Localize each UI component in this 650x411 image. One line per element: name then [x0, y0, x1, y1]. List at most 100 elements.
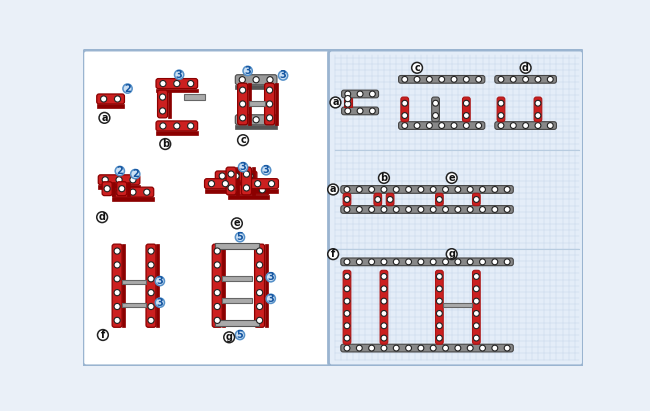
Bar: [122, 244, 125, 327]
Circle shape: [402, 100, 408, 106]
FancyBboxPatch shape: [215, 171, 257, 181]
Bar: [443, 302, 473, 307]
Circle shape: [535, 113, 541, 118]
Circle shape: [188, 81, 194, 87]
Circle shape: [130, 177, 136, 183]
FancyBboxPatch shape: [398, 76, 485, 83]
Text: b: b: [162, 139, 169, 149]
Circle shape: [463, 122, 469, 129]
Circle shape: [426, 76, 432, 82]
FancyBboxPatch shape: [473, 193, 480, 206]
Circle shape: [214, 317, 220, 323]
Bar: [156, 89, 198, 92]
Circle shape: [381, 323, 387, 329]
Circle shape: [247, 173, 253, 179]
Text: c: c: [414, 63, 420, 73]
Text: a: a: [330, 185, 337, 194]
Bar: [344, 98, 352, 107]
Circle shape: [402, 113, 408, 118]
Text: d: d: [99, 212, 105, 222]
Circle shape: [476, 122, 482, 129]
Circle shape: [257, 317, 263, 323]
Circle shape: [393, 187, 399, 192]
Circle shape: [381, 187, 387, 192]
Circle shape: [344, 259, 350, 265]
Circle shape: [214, 262, 220, 268]
Circle shape: [411, 62, 422, 73]
Text: 3: 3: [263, 165, 270, 175]
Text: a: a: [332, 97, 339, 107]
Circle shape: [467, 259, 473, 265]
Circle shape: [535, 100, 541, 106]
FancyBboxPatch shape: [251, 179, 278, 189]
Text: 5: 5: [237, 330, 243, 340]
Circle shape: [104, 186, 110, 192]
Bar: [235, 85, 277, 89]
FancyBboxPatch shape: [341, 344, 514, 352]
Circle shape: [381, 335, 387, 341]
FancyBboxPatch shape: [374, 193, 382, 206]
Circle shape: [160, 123, 166, 129]
Circle shape: [467, 207, 473, 212]
Circle shape: [219, 173, 226, 179]
Text: 5: 5: [237, 232, 243, 242]
Text: f: f: [331, 249, 335, 259]
Circle shape: [547, 76, 553, 82]
Circle shape: [344, 310, 350, 316]
Circle shape: [240, 101, 246, 107]
Circle shape: [498, 113, 504, 118]
FancyBboxPatch shape: [534, 97, 542, 122]
Bar: [168, 90, 171, 118]
Text: d: d: [522, 63, 529, 73]
Circle shape: [356, 187, 362, 192]
Circle shape: [114, 96, 121, 102]
Bar: [236, 167, 239, 195]
Circle shape: [228, 185, 234, 191]
Circle shape: [443, 187, 448, 192]
Circle shape: [257, 262, 263, 268]
Circle shape: [267, 117, 273, 123]
Circle shape: [480, 207, 486, 212]
Circle shape: [148, 290, 154, 296]
Circle shape: [378, 173, 389, 183]
Circle shape: [480, 259, 486, 265]
Circle shape: [238, 135, 248, 145]
Circle shape: [357, 108, 363, 114]
Text: 3: 3: [176, 70, 183, 80]
Bar: [215, 320, 259, 326]
Circle shape: [504, 187, 510, 192]
Circle shape: [174, 81, 180, 87]
Circle shape: [430, 207, 436, 212]
Text: 2: 2: [132, 169, 138, 179]
Circle shape: [451, 76, 457, 82]
FancyBboxPatch shape: [495, 122, 556, 129]
Bar: [205, 189, 232, 192]
Circle shape: [119, 186, 125, 192]
FancyBboxPatch shape: [343, 270, 351, 344]
Circle shape: [473, 196, 479, 202]
Circle shape: [239, 117, 245, 123]
FancyBboxPatch shape: [227, 185, 269, 195]
Circle shape: [436, 274, 442, 279]
Circle shape: [393, 345, 399, 351]
Circle shape: [266, 272, 276, 282]
Bar: [227, 195, 269, 199]
FancyBboxPatch shape: [235, 115, 277, 125]
FancyBboxPatch shape: [342, 107, 378, 115]
Circle shape: [369, 187, 374, 192]
FancyBboxPatch shape: [432, 97, 439, 122]
Circle shape: [473, 274, 479, 279]
Circle shape: [393, 207, 399, 212]
Circle shape: [257, 276, 263, 282]
Text: e: e: [233, 218, 240, 229]
Circle shape: [231, 187, 238, 193]
Circle shape: [188, 123, 194, 129]
Circle shape: [510, 122, 516, 129]
Text: f: f: [101, 330, 105, 340]
FancyBboxPatch shape: [156, 121, 198, 131]
Circle shape: [504, 207, 510, 212]
Circle shape: [155, 277, 164, 286]
Circle shape: [101, 96, 107, 102]
Circle shape: [224, 332, 235, 343]
Circle shape: [430, 345, 436, 351]
